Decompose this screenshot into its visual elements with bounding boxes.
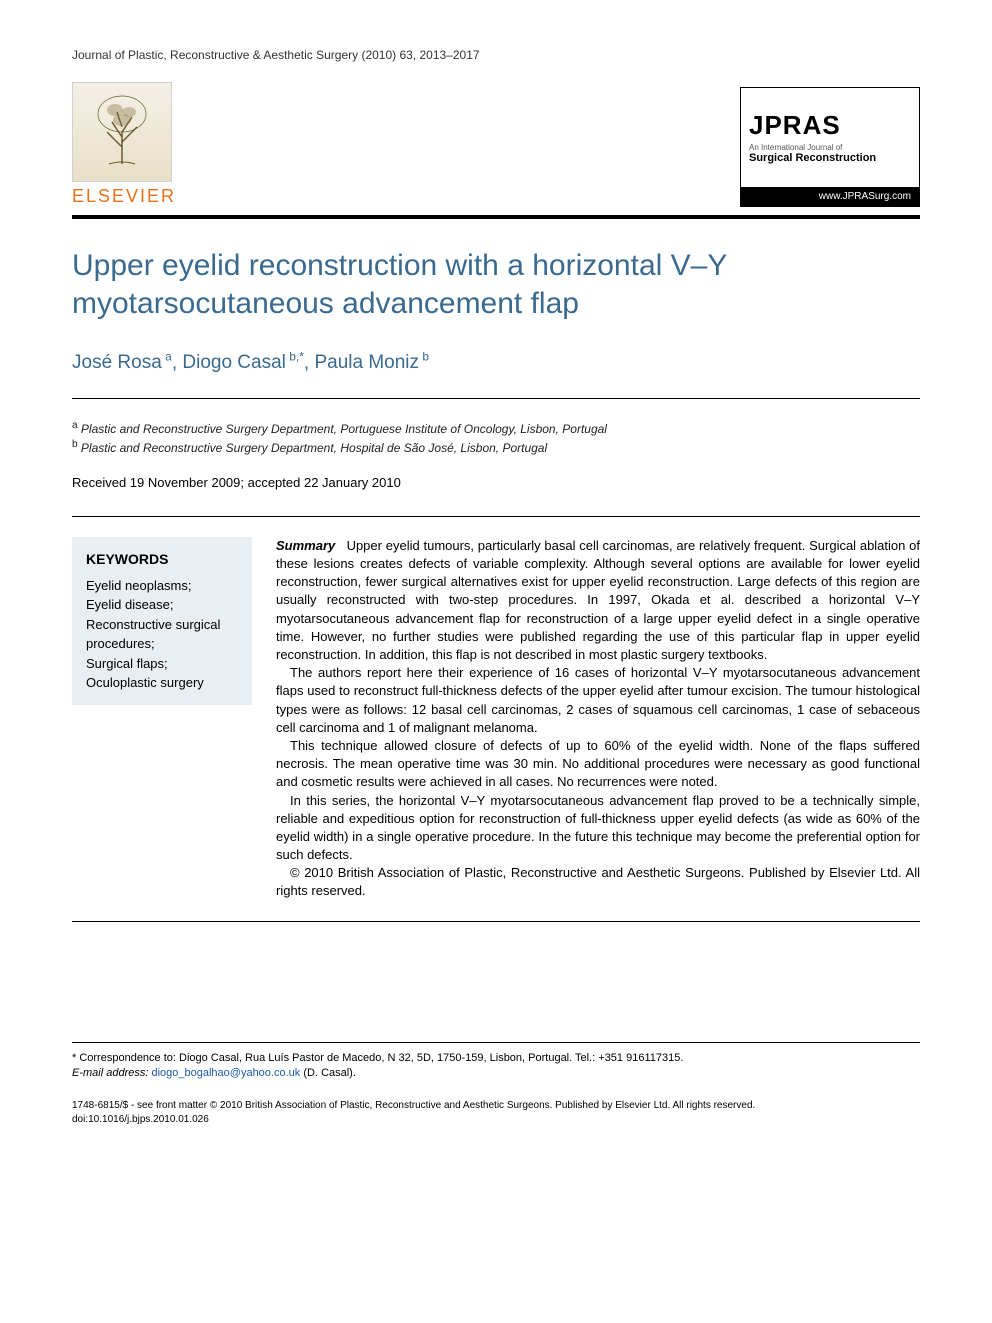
abstract-copyright: © 2010 British Association of Plastic, R… <box>276 864 920 900</box>
header-rule <box>72 215 920 219</box>
doi-line: doi:10.1016/j.bjps.2010.01.026 <box>72 1113 920 1127</box>
article-title: Upper eyelid reconstruction with a horiz… <box>72 247 920 322</box>
jpras-subtitle: An International Journal of Surgical Rec… <box>749 143 911 166</box>
keywords-box: KEYWORDS Eyelid neoplasms; Eyelid diseas… <box>72 537 252 705</box>
keyword-item: Eyelid neoplasms; <box>86 576 238 596</box>
jpras-sub1: An International Journal of <box>749 143 842 152</box>
keyword-item: Surgical flaps; <box>86 654 238 674</box>
keyword-item: Eyelid disease; <box>86 595 238 615</box>
jpras-url[interactable]: www.JPRASurg.com <box>741 187 919 206</box>
email-link[interactable]: diogo_bogalhao@yahoo.co.uk <box>151 1067 300 1079</box>
abstract-para: This technique allowed closure of defect… <box>276 737 920 792</box>
keyword-item: Oculoplastic surgery <box>86 673 238 693</box>
author-rule <box>72 398 920 399</box>
abstract-bottom-rule <box>72 921 920 922</box>
elsevier-tree-icon <box>72 82 172 182</box>
affiliation-b: b Plastic and Reconstructive Surgery Dep… <box>72 438 920 457</box>
journal-citation: Journal of Plastic, Reconstructive & Aes… <box>72 48 920 62</box>
correspondence-footnote: * Correspondence to: Diogo Casal, Rua Lu… <box>72 1042 920 1082</box>
email-suffix: (D. Casal). <box>303 1067 356 1079</box>
email-label: E-mail address: <box>72 1067 148 1079</box>
jpras-sub2: Surgical Reconstruction <box>749 152 876 164</box>
abstract-para: In this series, the horizontal V–Y myota… <box>276 792 920 865</box>
correspondence-email-line: E-mail address: diogo_bogalhao@yahoo.co.… <box>72 1066 920 1081</box>
abstract-para: The authors report here their experience… <box>276 664 920 737</box>
issn-line: 1748-6815/$ - see front matter © 2010 Br… <box>72 1099 920 1113</box>
correspondence-text: * Correspondence to: Diogo Casal, Rua Lu… <box>72 1051 920 1066</box>
jpras-acronym: JPRAS <box>749 110 911 141</box>
affiliations: a Plastic and Reconstructive Surgery Dep… <box>72 419 920 457</box>
abstract-top-rule <box>72 516 920 517</box>
publisher-header-row: ELSEVIER JPRAS An International Journal … <box>72 82 920 207</box>
affiliation-a: a Plastic and Reconstructive Surgery Dep… <box>72 419 920 438</box>
keywords-heading: KEYWORDS <box>86 549 238 570</box>
elsevier-name: ELSEVIER <box>72 186 182 207</box>
abstract-body: Summary Upper eyelid tumours, particular… <box>276 537 920 901</box>
abstract-p1-text: Upper eyelid tumours, particularly basal… <box>276 538 920 662</box>
keyword-item: Reconstructive surgical procedures; <box>86 615 238 654</box>
author-1: José Rosa a <box>72 352 172 373</box>
summary-label: Summary <box>276 538 335 553</box>
article-dates: Received 19 November 2009; accepted 22 J… <box>72 475 920 490</box>
author-3: Paula Moniz b <box>314 352 429 373</box>
abstract-para: Summary Upper eyelid tumours, particular… <box>276 537 920 664</box>
jpras-journal-box: JPRAS An International Journal of Surgic… <box>740 87 920 207</box>
author-2: Diogo Casal b,* <box>182 352 304 373</box>
elsevier-logo: ELSEVIER <box>72 82 182 207</box>
author-list: José Rosa a, Diogo Casal b,*, Paula Moni… <box>72 350 920 374</box>
abstract-row: KEYWORDS Eyelid neoplasms; Eyelid diseas… <box>72 537 920 901</box>
page-footer: 1748-6815/$ - see front matter © 2010 Br… <box>72 1099 920 1126</box>
